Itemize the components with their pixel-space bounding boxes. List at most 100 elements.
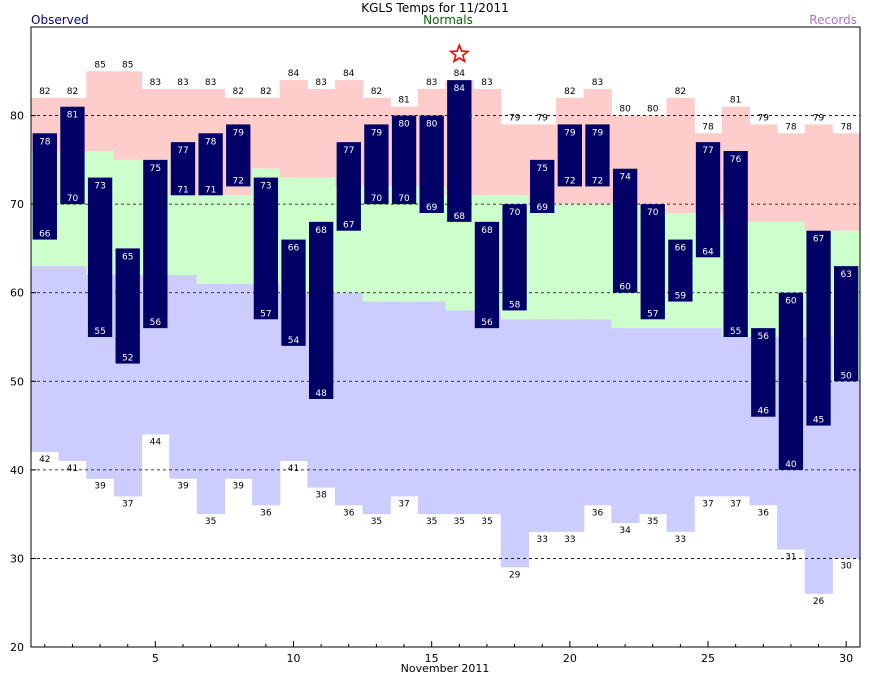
observed-low-label: 52 — [122, 354, 133, 364]
normal-band — [362, 186, 391, 302]
observed-high-label: 66 — [675, 244, 687, 254]
record-low-label: 41 — [288, 464, 299, 474]
record-low-label: 36 — [592, 508, 604, 518]
record-high-band — [749, 124, 778, 222]
record-low-label: 39 — [233, 482, 245, 492]
observed-bar — [87, 177, 113, 337]
y-tick-label: 30 — [10, 552, 24, 565]
record-high-label: 79 — [758, 113, 770, 123]
record-high-label: 79 — [536, 113, 548, 123]
observed-high-label: 73 — [94, 182, 105, 192]
observed-low-label: 68 — [454, 212, 466, 222]
normal-band — [528, 204, 557, 320]
observed-low-label: 67 — [343, 221, 354, 231]
record-high-band — [777, 133, 806, 222]
record-high-label: 83 — [592, 78, 603, 88]
record-high-label: 83 — [177, 78, 188, 88]
record-high-label: 83 — [481, 78, 492, 88]
observed-high-label: 81 — [67, 111, 78, 121]
normal-band — [556, 204, 585, 320]
record-low-label: 36 — [343, 508, 355, 518]
x-tick-label: 10 — [287, 652, 301, 665]
observed-high-label: 68 — [481, 226, 493, 236]
x-tick-label: 20 — [563, 652, 577, 665]
observed-low-label: 69 — [426, 203, 438, 213]
y-tick-label: 80 — [10, 110, 24, 123]
record-low-label: 41 — [67, 464, 78, 474]
observed-high-label: 60 — [785, 297, 797, 307]
observed-bar — [502, 204, 527, 311]
record-high-label: 80 — [619, 105, 631, 115]
observed-high-label: 75 — [536, 164, 547, 174]
record-low-band — [666, 328, 695, 532]
x-tick-label: 5 — [152, 652, 159, 665]
observed-low-label: 60 — [619, 283, 631, 293]
normal-band — [169, 195, 198, 275]
x-tick-label: 25 — [701, 652, 715, 665]
record-high-label: 82 — [371, 87, 382, 97]
record-low-label: 37 — [398, 499, 409, 509]
observed-high-label: 84 — [454, 84, 466, 94]
record-high-label: 81 — [398, 96, 409, 106]
observed-bar — [640, 204, 665, 320]
record-high-label: 81 — [730, 96, 741, 106]
observed-low-label: 59 — [675, 292, 687, 302]
observed-bar — [143, 159, 168, 329]
record-low-band — [473, 310, 502, 515]
record-high-label: 84 — [288, 69, 300, 79]
observed-bar — [530, 159, 555, 213]
record-low-band — [638, 328, 668, 515]
observed-bar — [253, 177, 279, 320]
record-low-label: 35 — [371, 517, 382, 527]
record-high-band — [86, 71, 115, 151]
observed-bar — [612, 168, 638, 293]
record-high-label: 83 — [205, 78, 216, 88]
observed-low-label: 54 — [288, 336, 300, 346]
observed-high-label: 80 — [398, 120, 410, 130]
observed-bar — [364, 124, 389, 205]
observed-bar — [198, 133, 223, 196]
observed-bar — [723, 151, 748, 337]
observed-bar — [585, 124, 610, 187]
observed-low-label: 57 — [647, 309, 658, 319]
record-low-label: 29 — [509, 570, 521, 580]
observed-low-label: 70 — [398, 194, 410, 204]
observed-bar — [778, 292, 804, 470]
observed-bar — [751, 328, 776, 417]
chart-title: KGLS Temps for 11/2011 — [361, 1, 509, 15]
observed-bar — [336, 142, 361, 231]
observed-low-label: 72 — [564, 176, 575, 186]
observed-high-label: 70 — [647, 208, 659, 218]
observed-high-label: 65 — [122, 252, 133, 262]
observed-high-label: 77 — [177, 146, 188, 156]
observed-low-label: 55 — [730, 327, 741, 337]
observed-high-label: 78 — [39, 137, 51, 147]
y-tick-label: 50 — [10, 375, 24, 388]
observed-low-label: 56 — [481, 318, 493, 328]
legend-records: Records — [809, 13, 857, 27]
record-high-band — [804, 124, 833, 231]
observed-high-label: 79 — [233, 128, 245, 138]
record-low-label: 35 — [647, 517, 658, 527]
observed-high-label: 78 — [205, 137, 217, 147]
observed-high-label: 79 — [564, 128, 576, 138]
record-high-label: 84 — [454, 69, 466, 79]
record-high-band — [279, 80, 308, 178]
record-high-label: 83 — [150, 78, 161, 88]
record-low-label: 33 — [675, 535, 686, 545]
observed-low-label: 66 — [39, 230, 51, 240]
normal-band — [224, 195, 253, 284]
observed-high-label: 79 — [371, 128, 383, 138]
observed-low-label: 70 — [371, 194, 383, 204]
record-high-label: 85 — [94, 60, 105, 70]
normal-band — [749, 221, 778, 337]
record-low-label: 37 — [702, 499, 713, 509]
record-low-band — [583, 319, 612, 506]
normal-band — [196, 195, 226, 284]
record-low-label: 31 — [785, 553, 796, 563]
record-high-label: 82 — [39, 87, 50, 97]
y-tick-label: 40 — [10, 464, 24, 477]
legend-normals: Normals — [423, 13, 473, 27]
record-high-label: 82 — [260, 87, 271, 97]
observed-low-label: 69 — [536, 203, 548, 213]
